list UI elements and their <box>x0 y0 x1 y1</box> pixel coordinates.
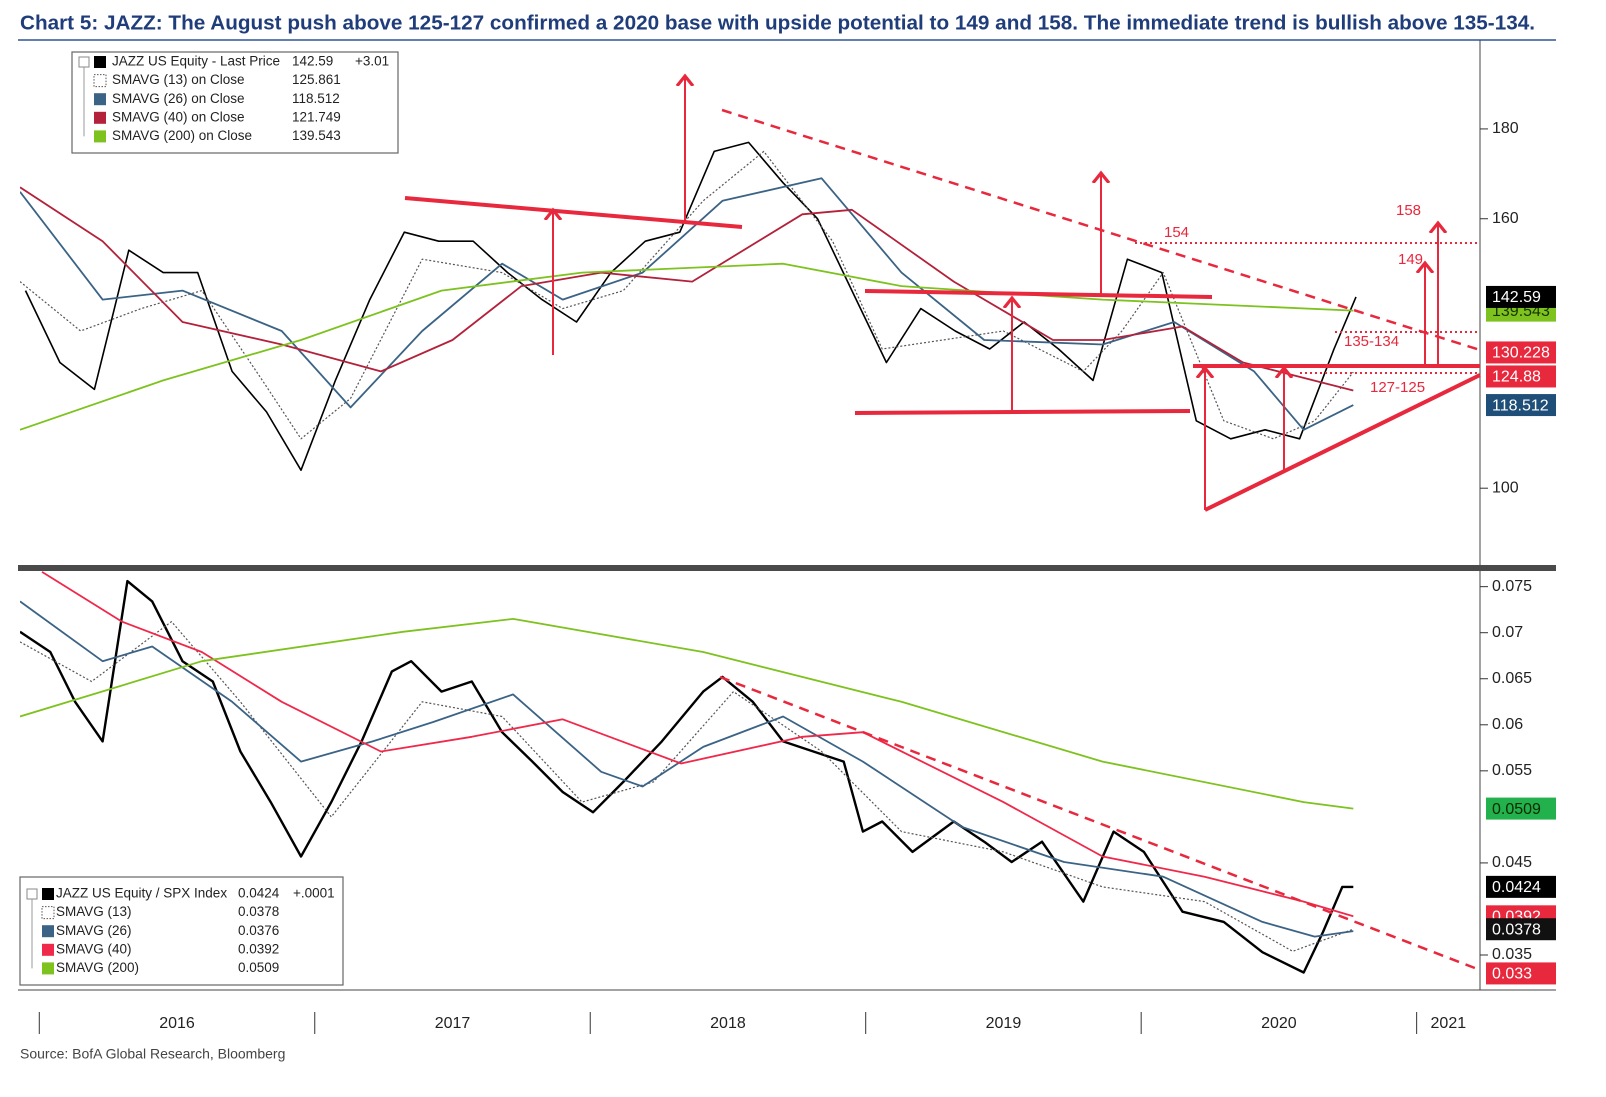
legend-swatch <box>42 943 54 956</box>
series-line <box>20 600 1354 938</box>
y-tick-label: 0.035 <box>1492 946 1532 963</box>
y-tick-label: 0.045 <box>1492 854 1532 871</box>
legend-swatch <box>94 111 106 124</box>
legend-swatch <box>42 962 54 975</box>
legend-value: 139.543 <box>292 128 341 143</box>
annotation: 127-125 <box>1370 379 1425 396</box>
trend-line <box>854 409 1191 415</box>
x-tick-label: 2018 <box>710 1015 746 1032</box>
price-tag-label: 0.033 <box>1492 966 1532 983</box>
price-tag <box>1486 394 1556 417</box>
series-line <box>20 618 1354 810</box>
trend-line <box>719 675 1481 972</box>
panel-divider <box>18 565 1556 571</box>
price-tag-label: 0.0378 <box>1492 921 1541 938</box>
legend-value: 0.0509 <box>238 960 279 975</box>
trend-line <box>864 289 1213 299</box>
legend-value: 118.512 <box>292 91 340 106</box>
x-tick-label: 2017 <box>435 1015 471 1032</box>
y-tick-label: 0.055 <box>1492 762 1532 779</box>
trend-line <box>404 196 743 229</box>
x-tick-label: 2019 <box>986 1015 1022 1032</box>
price-tag-label: 124.88 <box>1492 369 1541 386</box>
price-tag <box>1486 962 1556 985</box>
legend-label: SMAVG (40) on Close <box>112 109 245 124</box>
legend-value: 125.861 <box>292 72 341 87</box>
price-tag <box>1486 285 1556 308</box>
series-line <box>41 571 1354 918</box>
annotations <box>404 76 1481 972</box>
price-tag-label: 0.0424 <box>1492 879 1541 896</box>
legend-label: SMAVG (26) <box>56 923 132 938</box>
price-tag <box>1486 365 1556 388</box>
x-tick-label: 2021 <box>1431 1015 1467 1032</box>
y-tick-label: 0.07 <box>1492 624 1523 641</box>
series-line <box>20 579 1354 974</box>
legend-swatch <box>94 93 106 106</box>
legend-value: 0.0424 <box>238 886 280 901</box>
legend-label: JAZZ US Equity / SPX Index <box>56 886 227 901</box>
legend-label: SMAVG (26) on Close <box>112 91 245 106</box>
series-line <box>24 141 1357 471</box>
legend-value: 0.0392 <box>238 941 279 956</box>
legend-swatch <box>94 130 106 143</box>
legend-box <box>71 51 399 154</box>
series-line <box>20 262 1354 431</box>
y-tick-label: 100 <box>1492 479 1519 496</box>
legend-swatch <box>94 56 106 68</box>
x-tick-label: 2016 <box>159 1015 195 1032</box>
legend-box <box>19 876 344 986</box>
series-line <box>20 186 1354 392</box>
y-tick-label: 160 <box>1492 210 1519 227</box>
price-tag <box>1486 341 1556 364</box>
series-line <box>20 621 1354 952</box>
price-tag-label: 118.512 <box>1492 397 1549 414</box>
price-tag <box>1486 918 1556 941</box>
price-tag <box>1486 797 1556 820</box>
trend-line <box>1204 373 1481 512</box>
x-tick-label: 2020 <box>1261 1015 1297 1032</box>
legend-swatch <box>41 906 55 920</box>
legend-label: SMAVG (40) <box>56 941 132 956</box>
y-tick-label: 180 <box>1492 120 1519 137</box>
legend-label: SMAVG (13) on Close <box>112 72 245 87</box>
annotation: 149 <box>1398 251 1423 268</box>
annotation: 158 <box>1396 202 1421 219</box>
legend-tree-box <box>78 56 90 68</box>
legend-value: 142.59 <box>292 54 333 69</box>
legend-tree-box <box>26 888 38 900</box>
annotation: 135-134 <box>1344 333 1399 350</box>
legend-change: +.0001 <box>293 886 335 901</box>
legend-swatch <box>93 74 107 88</box>
legend-change: +3.01 <box>355 54 389 69</box>
price-tag-label: 142.59 <box>1492 289 1541 306</box>
source-note: Source: BofA Global Research, Bloomberg <box>20 1046 285 1062</box>
annotation: 154 <box>1164 224 1189 241</box>
y-tick-label: 0.075 <box>1492 578 1532 595</box>
legend-swatch <box>42 925 54 938</box>
legend-label: SMAVG (200) <box>56 960 139 975</box>
y-tick-label: 0.06 <box>1492 716 1523 733</box>
chart-title: Chart 5: JAZZ: The August push above 125… <box>20 12 1535 34</box>
price-tag-label: 0.0509 <box>1492 801 1541 818</box>
legend-value: 121.749 <box>292 109 341 124</box>
legend-value: 0.0378 <box>238 904 279 919</box>
legend-label: SMAVG (13) <box>56 904 132 919</box>
legend-label: JAZZ US Equity - Last Price <box>112 54 280 69</box>
series-line <box>20 150 1354 440</box>
legend-swatch <box>42 888 54 900</box>
legend-label: SMAVG (200) on Close <box>112 128 252 143</box>
y-tick-label: 0.065 <box>1492 670 1532 687</box>
legend-value: 0.0376 <box>238 923 279 938</box>
price-tag <box>1486 875 1556 898</box>
price-tag-label: 130.228 <box>1492 345 1550 362</box>
